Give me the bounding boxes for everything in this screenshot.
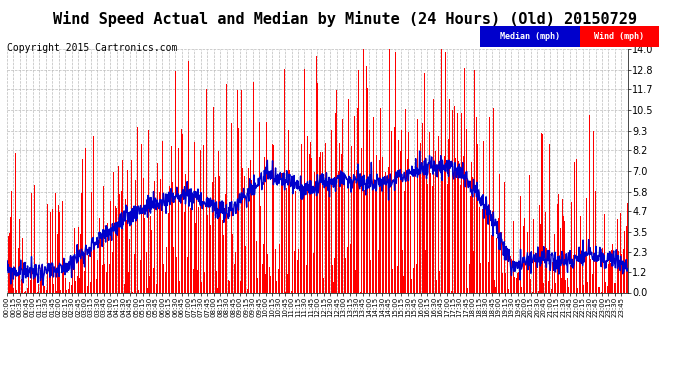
Text: Median (mph): Median (mph) bbox=[500, 32, 560, 41]
Text: Wind Speed Actual and Median by Minute (24 Hours) (Old) 20150729: Wind Speed Actual and Median by Minute (… bbox=[53, 11, 637, 27]
Text: Copyright 2015 Cartronics.com: Copyright 2015 Cartronics.com bbox=[7, 43, 177, 53]
Text: Wind (mph): Wind (mph) bbox=[594, 32, 644, 41]
